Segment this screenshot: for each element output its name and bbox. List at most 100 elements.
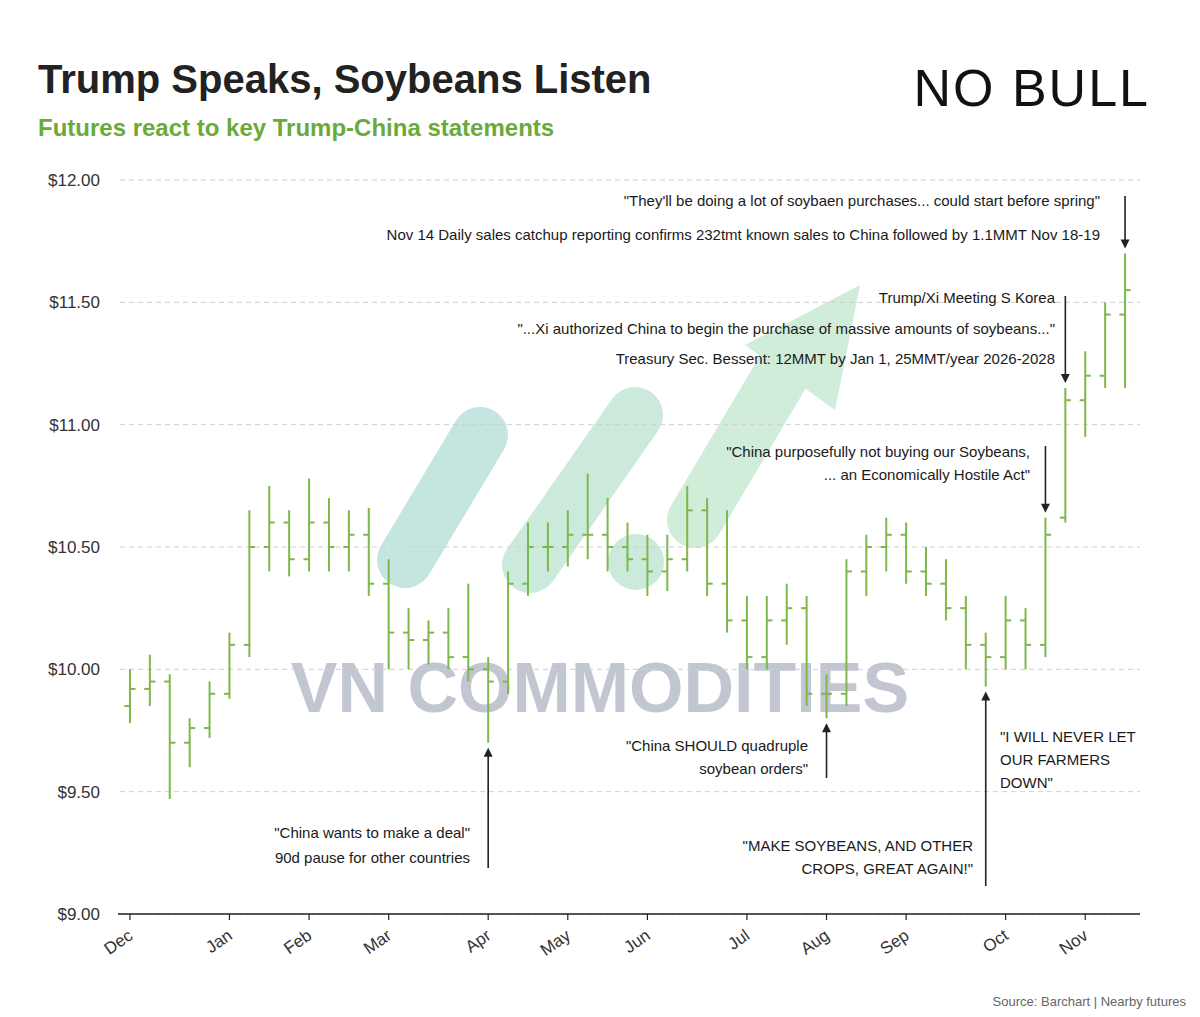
ohlc-open xyxy=(323,522,329,524)
ohlc-range xyxy=(248,510,250,657)
y-tick-label: $12.00 xyxy=(48,171,100,190)
ohlc-open xyxy=(204,727,210,729)
ohlc-range xyxy=(268,486,270,572)
annotation-arrowhead xyxy=(1121,239,1130,248)
x-tick xyxy=(1005,914,1006,920)
annotation-text: Nov 14 Daily sales catchup reporting con… xyxy=(387,226,1100,243)
ohlc-open xyxy=(602,534,608,536)
ohlc-close xyxy=(190,727,196,729)
ohlc-close xyxy=(608,546,614,548)
ohlc-close xyxy=(986,656,992,658)
ohlc-range xyxy=(328,498,330,571)
ohlc-range xyxy=(1044,518,1046,657)
annotation-arrowhead xyxy=(981,691,990,700)
x-tick-label: Apr xyxy=(462,926,495,957)
annotation-arrow xyxy=(1065,296,1067,376)
ohlc-open xyxy=(1040,644,1046,646)
ohlc-range xyxy=(169,674,171,799)
ohlc-close xyxy=(747,656,753,658)
ohlc-range xyxy=(427,620,429,664)
ohlc-open xyxy=(1080,399,1086,401)
annotation-arrow xyxy=(985,698,987,886)
annotation-text: DOWN" xyxy=(1000,774,1053,791)
ohlc-close xyxy=(210,693,216,695)
source: Source: Barchart | Nearby futures xyxy=(993,994,1187,1009)
grid-line xyxy=(120,669,1140,670)
annotation-text: Treasury Sec. Bessent: 12MMT by Jan 1, 2… xyxy=(616,350,1055,367)
y-tick-label: $9.00 xyxy=(57,905,100,924)
x-tick xyxy=(906,914,907,920)
x-tick xyxy=(746,914,747,920)
x-tick xyxy=(308,914,309,920)
ohlc-open xyxy=(960,607,966,609)
ohlc-open xyxy=(124,705,130,707)
ohlc-open xyxy=(642,558,648,560)
ohlc-close xyxy=(468,668,474,670)
ohlc-range xyxy=(408,608,410,669)
ohlc-open xyxy=(284,522,290,524)
ohlc-range xyxy=(467,584,469,682)
x-tick-label: Jul xyxy=(725,926,754,954)
x-tick xyxy=(567,914,568,920)
ohlc-range xyxy=(587,474,589,560)
annotation-text: ... an Economically Hostile Act" xyxy=(824,466,1030,483)
ohlc-range xyxy=(1025,608,1027,669)
ohlc-close xyxy=(1105,314,1111,316)
ohlc-close xyxy=(966,644,972,646)
watermark-dot xyxy=(608,534,664,590)
y-tick-label: $11.00 xyxy=(49,416,100,435)
background xyxy=(0,0,1200,1017)
annotation-text: "I WILL NEVER LET xyxy=(1000,728,1136,745)
ohlc-open xyxy=(303,558,309,560)
x-tick xyxy=(388,914,389,920)
ohlc-range xyxy=(1084,351,1086,437)
annotation-arrow xyxy=(1045,446,1047,506)
ohlc-open xyxy=(881,546,887,548)
ohlc-range xyxy=(388,559,390,669)
x-tick-label: Jun xyxy=(620,926,653,957)
ohlc-close xyxy=(448,656,454,658)
annotation-text: "China wants to make a deal" xyxy=(274,824,470,841)
ohlc-open xyxy=(721,583,727,585)
ohlc-open xyxy=(1100,375,1106,377)
ohlc-open xyxy=(562,546,568,548)
ohlc-close xyxy=(170,742,176,744)
ohlc-range xyxy=(129,669,131,723)
ohlc-close xyxy=(528,546,534,548)
x-tick xyxy=(129,914,130,920)
ohlc-open xyxy=(662,570,668,572)
ohlc-open xyxy=(522,583,528,585)
ohlc-open xyxy=(443,632,449,634)
ohlc-range xyxy=(1005,596,1007,669)
ohlc-range xyxy=(646,535,648,596)
annotation-arrowhead xyxy=(1041,504,1050,513)
annotation-arrow xyxy=(826,730,828,778)
ohlc-open xyxy=(164,681,170,683)
y-tick-label: $10.50 xyxy=(48,538,100,557)
ohlc-open xyxy=(821,693,827,695)
annotation-arrow xyxy=(487,755,489,868)
ohlc-close xyxy=(628,558,634,560)
ohlc-close xyxy=(807,693,813,695)
x-tick-label: Oct xyxy=(979,926,1012,957)
ohlc-open xyxy=(682,558,688,560)
ohlc-close xyxy=(389,632,395,634)
ohlc-range xyxy=(308,478,310,571)
ohlc-open xyxy=(781,619,787,621)
ohlc-close xyxy=(906,570,912,572)
bars xyxy=(124,253,1130,799)
x-tick-label: Jan xyxy=(202,926,235,957)
ohlc-close xyxy=(229,644,235,646)
ohlc-open xyxy=(582,534,588,536)
ohlc-close xyxy=(588,534,594,536)
watermark-stroke xyxy=(405,435,480,560)
ohlc-open xyxy=(363,534,369,536)
ohlc-open xyxy=(940,583,946,585)
ohlc-open xyxy=(622,546,628,548)
ohlc-open xyxy=(801,607,807,609)
ohlc-close xyxy=(1125,289,1131,291)
annotation-text: soybean orders" xyxy=(699,760,808,777)
ohlc-range xyxy=(706,498,708,596)
annotation-text: CROPS, GREAT AGAIN!" xyxy=(802,860,973,877)
ohlc-close xyxy=(249,546,255,548)
